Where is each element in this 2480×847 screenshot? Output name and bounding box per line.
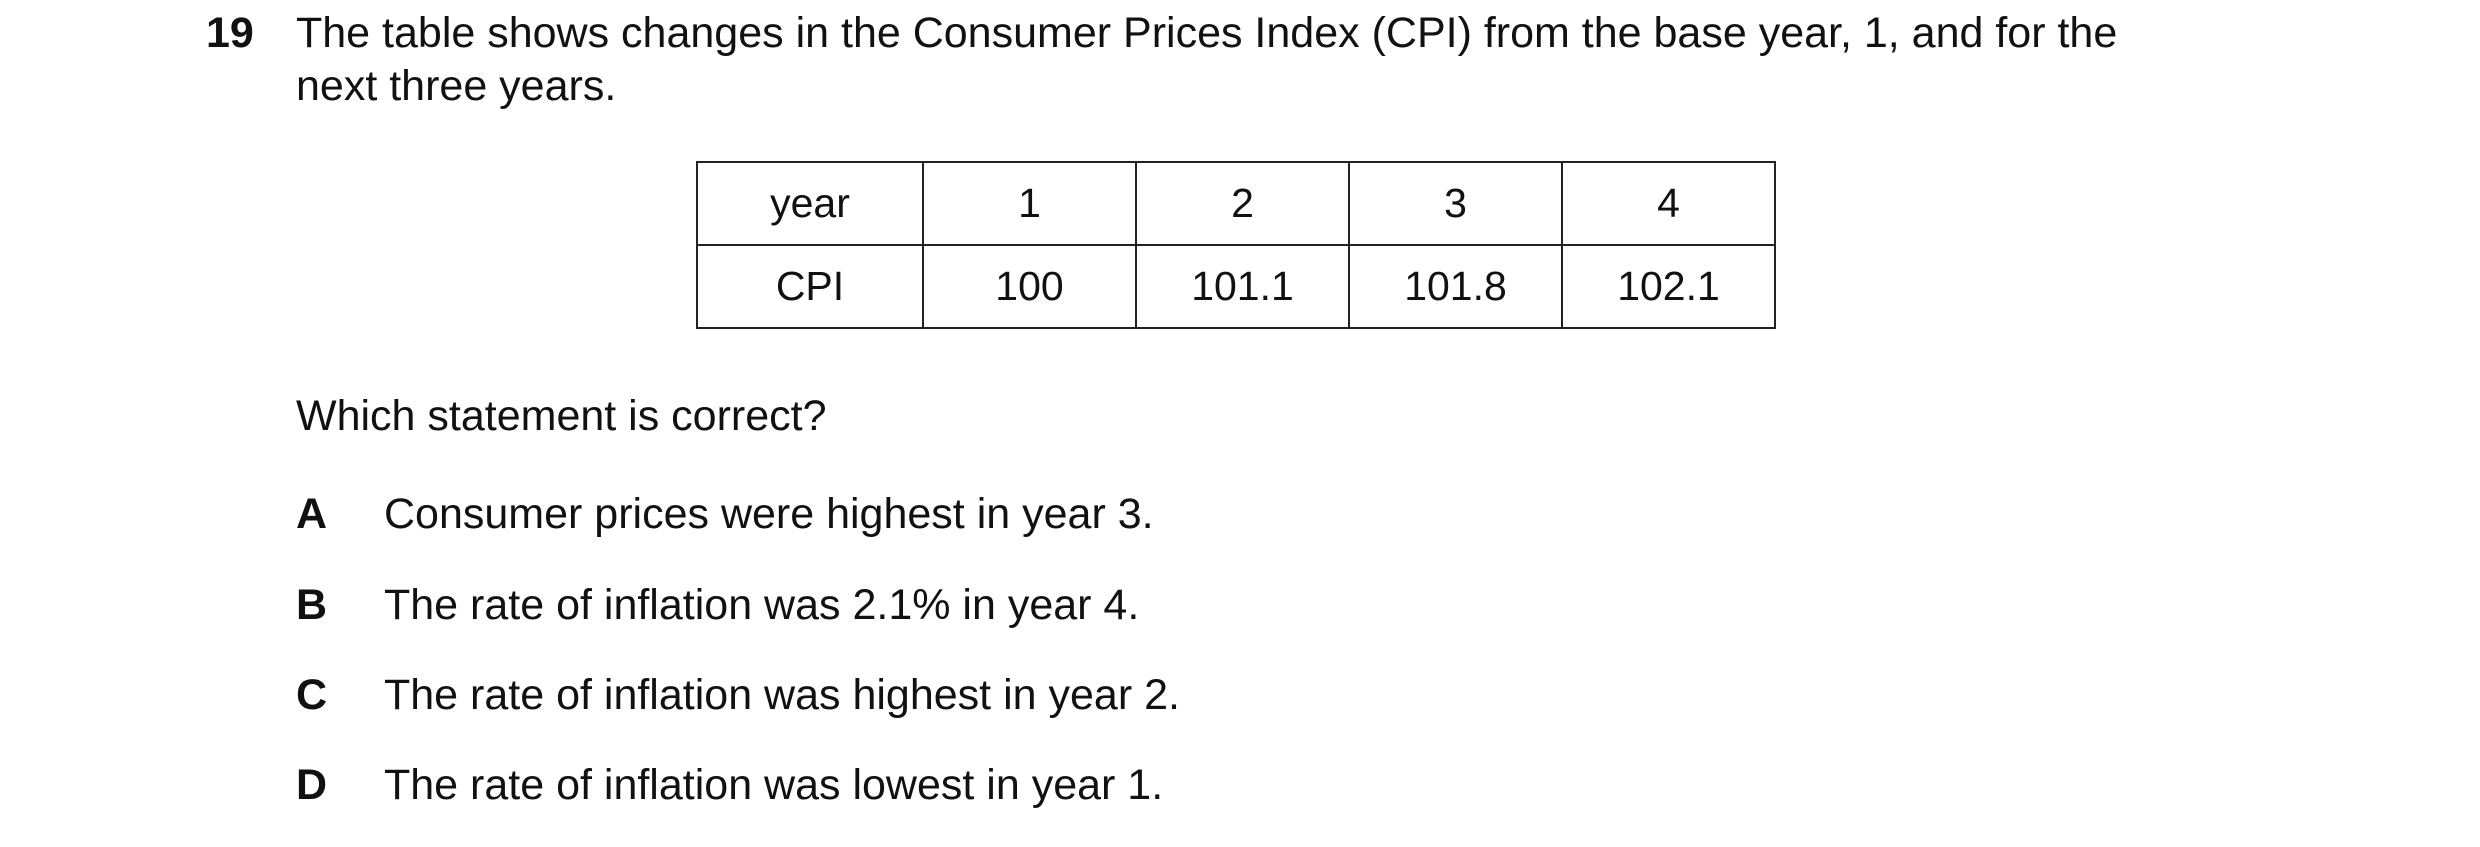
table-cell: CPI (696, 244, 924, 329)
table-cell: 2 (1135, 161, 1350, 246)
table-row: year 1 2 3 4 (696, 161, 1776, 246)
question-text-line: The table shows changes in the Consumer … (296, 9, 2118, 57)
table-row: CPI 100 101.1 101.8 102.1 (696, 244, 1776, 329)
option-letter: B (296, 581, 328, 629)
option-text: The rate of inflation was highest in yea… (384, 671, 1180, 719)
option-letter: C (296, 671, 328, 719)
table-cell: 101.8 (1348, 244, 1563, 329)
option-text: The rate of inflation was lowest in year… (384, 761, 1164, 809)
table-cell: 3 (1348, 161, 1563, 246)
question-number: 19 (206, 9, 254, 57)
table-cell: 4 (1561, 161, 1776, 246)
table-cell: 1 (922, 161, 1137, 246)
option-letter: A (296, 490, 328, 538)
table-cell: 102.1 (1561, 244, 1776, 329)
table-cell: year (696, 161, 924, 246)
question-text-line: next three years. (296, 62, 617, 110)
table-cell: 100 (922, 244, 1137, 329)
option-text: Consumer prices were highest in year 3. (384, 490, 1154, 538)
cpi-table: year 1 2 3 4 CPI 100 101.1 101.8 102.1 (696, 161, 1776, 329)
table-cell: 101.1 (1135, 244, 1350, 329)
option-letter: D (296, 761, 328, 809)
prompt: Which statement is correct? (296, 392, 827, 440)
option-text: The rate of inflation was 2.1% in year 4… (384, 581, 1140, 629)
